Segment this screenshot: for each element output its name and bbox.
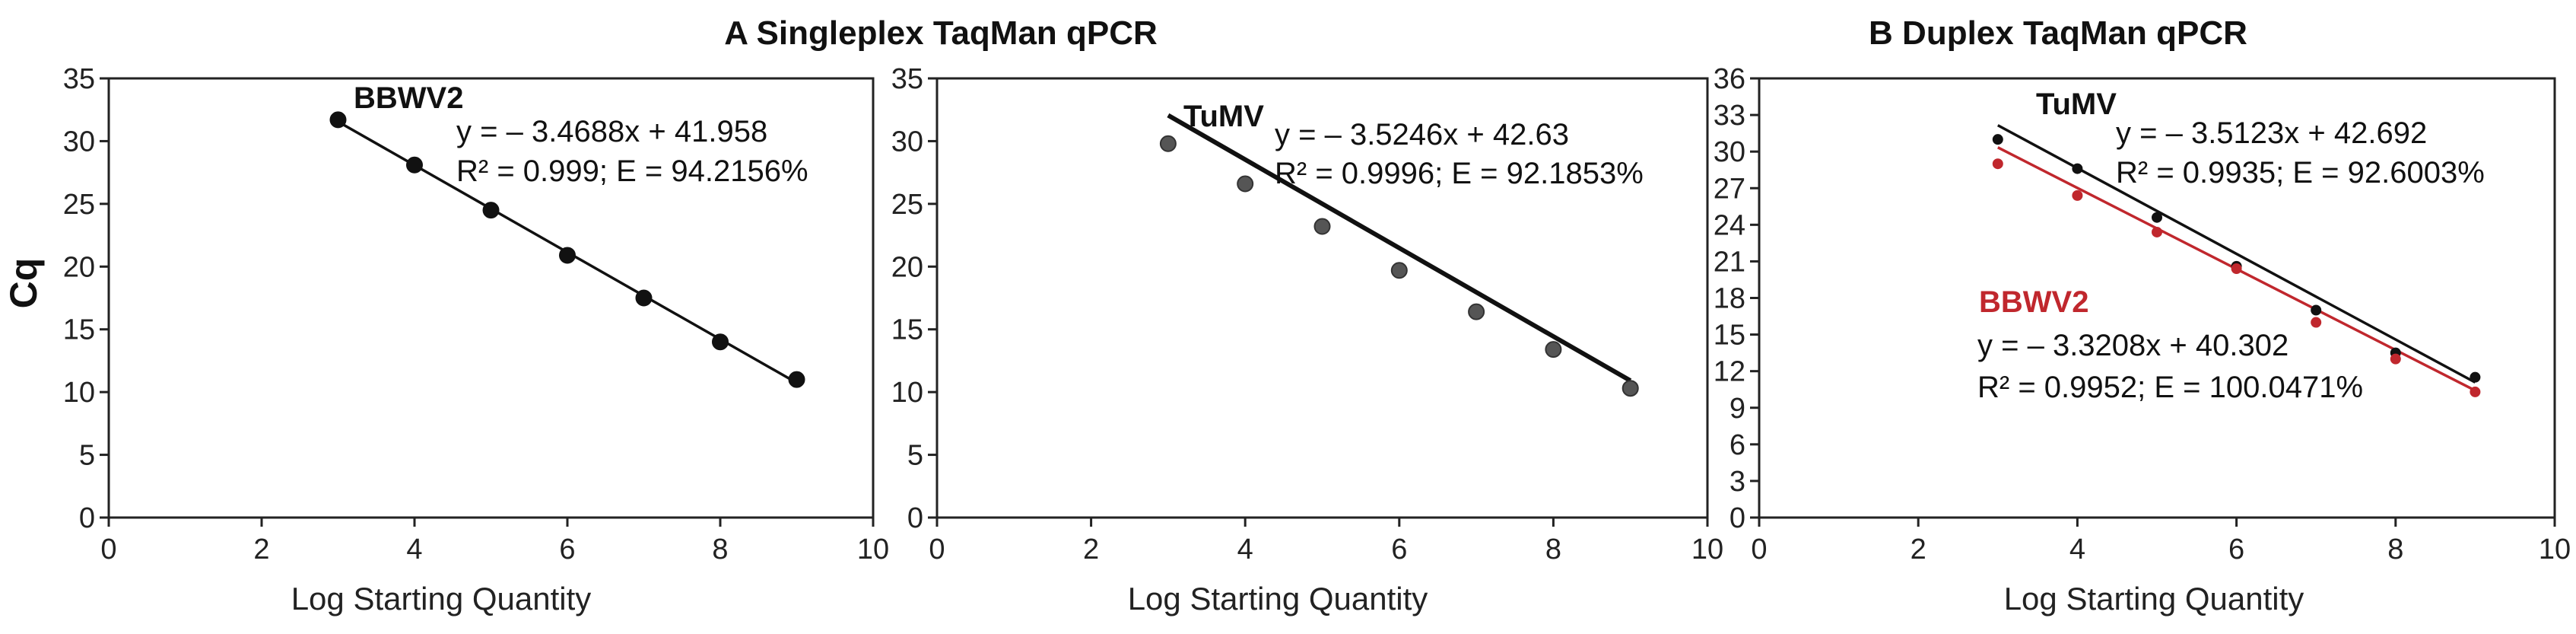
y-tick-label: 24	[1714, 209, 1745, 241]
data-point-tumv	[2311, 304, 2322, 316]
y-tick-label: 30	[63, 126, 95, 158]
plot-frame	[107, 77, 875, 519]
panel-a1-bbwv2-singleplex: 0 2 4 6 8 10 0 5 10 15 20 25 30 35 Log Starting Quan…	[63, 63, 889, 616]
data-point-bbwv2	[559, 247, 576, 264]
y-tick-label: 0	[1730, 502, 1745, 534]
series-name-tumv: TuMV	[1183, 100, 1264, 133]
y-tick-label: 15	[63, 314, 95, 346]
x-tick-label: 4	[406, 534, 422, 566]
y-tick-label: 21	[1714, 246, 1745, 278]
data-point-tumv	[1468, 303, 1485, 320]
fit-stats-bbwv2: R² = 0.9952; E = 100.0471%	[1977, 371, 2363, 404]
series-name-tumv: TuMV	[2036, 88, 2117, 121]
y-tick-label: 25	[891, 189, 923, 221]
y-tick-label: 30	[891, 126, 923, 158]
plot-frame	[935, 77, 1709, 519]
data-point-tumv	[1237, 175, 1254, 193]
series-name-bbwv2: BBWV2	[354, 81, 463, 115]
x-tick-label: 2	[253, 534, 269, 566]
x-tick-label: 6	[559, 534, 575, 566]
fit-equation-bbwv2: y = – 3.4688x + 41.958	[456, 115, 767, 148]
data-point-tumv	[1390, 262, 1408, 279]
x-tick-label: 8	[1545, 534, 1561, 566]
series-name-bbwv2: BBWV2	[1979, 285, 2088, 319]
data-point-bbwv2	[2152, 226, 2162, 237]
y-tick-label: 33	[1714, 100, 1745, 132]
x-tick-label: 4	[1237, 534, 1253, 566]
x-tick-label: 4	[2069, 534, 2085, 566]
data-point-tumv	[1313, 218, 1331, 235]
data-point-bbwv2	[788, 371, 805, 388]
x-tick-label: 2	[1083, 534, 1099, 566]
data-point-bbwv2	[712, 333, 729, 351]
y-tick-label: 6	[1730, 429, 1745, 461]
y-tick-label: 20	[63, 251, 95, 283]
y-tick-label: 35	[891, 63, 923, 95]
y-tick-label: 0	[79, 502, 95, 534]
x-tick-label: 2	[1911, 534, 1926, 566]
data-point-bbwv2	[635, 289, 653, 307]
data-point-tumv	[1545, 341, 1562, 358]
data-point-bbwv2	[2470, 386, 2481, 397]
x-axis-label: Log Starting Quantity	[1128, 581, 1428, 616]
y-tick-label: 35	[63, 63, 95, 95]
data-point-tumv	[2152, 212, 2162, 223]
y-tick-label: 12	[1714, 356, 1745, 388]
data-point-tumv	[1622, 380, 1639, 397]
y-tick-label: 5	[907, 440, 923, 472]
y-tick-label: 25	[63, 189, 95, 221]
y-tick-label: 5	[79, 440, 95, 472]
y-tick-label: 20	[891, 251, 923, 283]
y-tick-label: 27	[1714, 173, 1745, 205]
fit-equation-tumv: y = – 3.5123x + 42.692	[2116, 116, 2427, 150]
data-point-bbwv2	[406, 156, 423, 174]
x-axis-label: Log Starting Quantity	[291, 581, 592, 616]
y-tick-label: 10	[63, 377, 95, 409]
fit-equation-bbwv2: y = – 3.3208x + 40.302	[1977, 329, 2289, 362]
x-tick-label: 8	[2387, 534, 2403, 566]
y-tick-label: 15	[891, 314, 923, 346]
y-tick-label: 15	[1714, 320, 1745, 352]
data-point-tumv	[2470, 371, 2481, 383]
data-point-bbwv2	[1992, 158, 2003, 170]
x-tick-label: 0	[100, 534, 116, 566]
x-tick-label: 10	[1691, 534, 1723, 566]
data-point-bbwv2	[2311, 317, 2322, 328]
y-tick-label: 10	[891, 377, 923, 409]
x-tick-label: 10	[857, 534, 889, 566]
y-tick-label: 36	[1714, 63, 1745, 95]
panel-a2-tumv-singleplex: 0 2 4 6 8 10 0 5 10 15 20 25 30 35 Log Starting Quan…	[891, 63, 1723, 616]
y-tick-label: 3	[1730, 466, 1745, 498]
x-tick-label: 0	[1751, 534, 1767, 566]
fit-stats-bbwv2: R² = 0.999; E = 94.2156%	[456, 155, 808, 188]
data-point-tumv	[1992, 134, 2003, 145]
x-tick-label: 10	[2539, 534, 2571, 566]
data-point-bbwv2	[2072, 190, 2083, 201]
x-tick-label: 6	[1391, 534, 1407, 566]
data-point-bbwv2	[329, 111, 347, 129]
y-tick-label: 18	[1714, 283, 1745, 315]
title-duplex: B Duplex TaqMan qPCR	[1869, 14, 2247, 52]
x-tick-label: 8	[712, 534, 728, 566]
x-tick-label: 6	[2228, 534, 2244, 566]
fit-equation-tumv: y = – 3.5246x + 42.63	[1275, 118, 1569, 151]
data-point-bbwv2	[2231, 263, 2242, 275]
data-point-tumv	[2072, 163, 2083, 174]
title-singleplex: A Singleplex TaqMan qPCR	[724, 14, 1158, 52]
data-point-tumv	[1159, 135, 1177, 152]
y-tick-label: 0	[907, 502, 923, 534]
y-tick-label: 9	[1730, 393, 1745, 425]
x-axis-label: Log Starting Quantity	[2004, 581, 2304, 616]
y-axis-label: Cq	[2, 258, 45, 309]
data-point-bbwv2	[482, 202, 500, 219]
fit-stats-tumv: R² = 0.9996; E = 92.1853%	[1275, 157, 1644, 190]
trendline-tumv	[1167, 113, 1632, 383]
y-tick-label: 30	[1714, 136, 1745, 168]
x-tick-label: 0	[929, 534, 945, 566]
fit-stats-tumv: R² = 0.9935; E = 92.6003%	[2116, 156, 2485, 190]
data-point-bbwv2	[2390, 353, 2401, 365]
